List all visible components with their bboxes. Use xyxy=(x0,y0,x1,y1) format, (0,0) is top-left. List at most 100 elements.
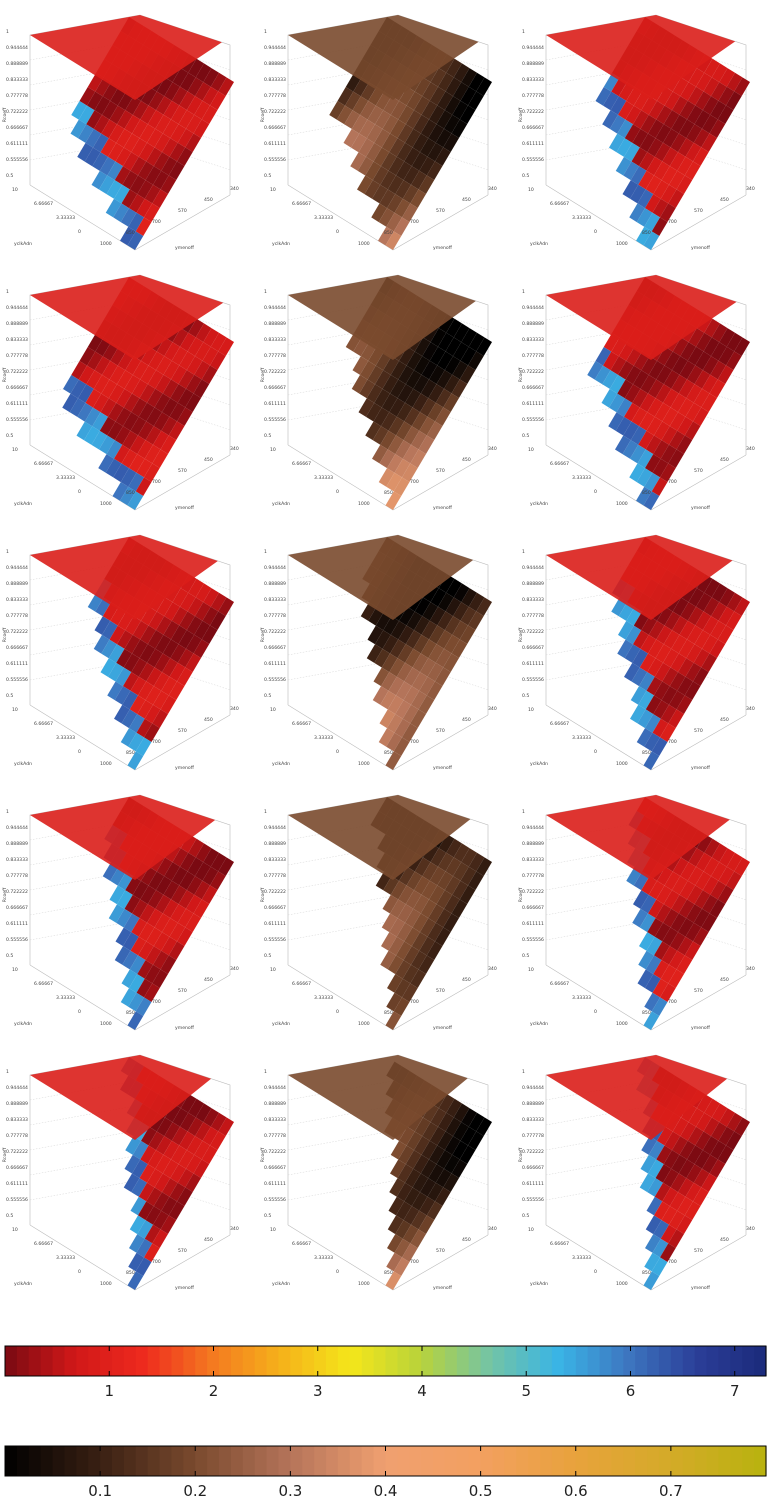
surface-facet xyxy=(710,620,726,640)
y-tick-label: 3.33333 xyxy=(314,475,333,481)
surface-facet xyxy=(615,156,632,176)
surface-facet xyxy=(414,77,431,97)
surface-facet xyxy=(414,1136,430,1155)
surface-facet xyxy=(141,346,157,366)
y-tick-label: 6.66667 xyxy=(34,201,53,207)
surface-facet xyxy=(734,1117,750,1136)
surface-facet xyxy=(406,871,423,891)
y-tick-label: 3.33333 xyxy=(314,995,333,1001)
surface-facet xyxy=(679,100,696,120)
surface-facet xyxy=(78,365,95,385)
surface-facet xyxy=(394,458,411,478)
surface-facet xyxy=(639,133,656,153)
surface-facet xyxy=(663,388,679,408)
colorbar-swatch xyxy=(64,1446,77,1476)
surface-facet xyxy=(687,86,704,106)
colorbar-swatch xyxy=(290,1446,303,1476)
surface-facet xyxy=(84,407,101,427)
z-tick-label: 0.888889 xyxy=(6,321,28,327)
z-tick-label: 0.611111 xyxy=(264,401,286,407)
surface-facet xyxy=(144,723,160,742)
surface-facet xyxy=(129,454,145,473)
z-tick-label: 0.722222 xyxy=(522,1149,544,1155)
surface-facet xyxy=(114,166,131,185)
surface-facet xyxy=(430,1108,447,1127)
surface xyxy=(288,535,492,770)
surface-facet xyxy=(359,119,375,139)
surface-facet xyxy=(178,630,195,649)
colorbar-swatch xyxy=(575,1446,589,1476)
surface-facet xyxy=(132,360,149,380)
z-tick-label: 0.944444 xyxy=(264,45,286,51)
surface-facet xyxy=(418,175,435,194)
surface-facet xyxy=(453,583,470,603)
surface-facet xyxy=(395,180,411,199)
surface-top xyxy=(288,15,479,100)
colorbar-swatch xyxy=(397,1346,410,1376)
surface-facet xyxy=(656,885,672,905)
surface-facet xyxy=(171,866,188,886)
y-tick-label: 10 xyxy=(12,187,18,193)
surface-facet xyxy=(678,899,695,919)
surface-facet xyxy=(123,1173,140,1193)
surface-facet xyxy=(686,124,702,143)
surface-facet xyxy=(453,843,470,863)
surface-facet xyxy=(91,430,108,450)
x-tick-label: 450 xyxy=(720,197,729,203)
surface-facet xyxy=(188,838,204,858)
z-tick-label: 0.5 xyxy=(6,1213,13,1219)
surface-facet xyxy=(411,412,428,431)
surface-facet xyxy=(624,644,641,663)
surface-facet xyxy=(453,82,469,101)
colorbar-swatch xyxy=(88,1446,101,1476)
surface-facet xyxy=(703,77,720,97)
z-tick-label: 0.555556 xyxy=(522,417,544,423)
surface-facet xyxy=(105,458,122,478)
surface-facet xyxy=(647,1178,663,1197)
surface-facet xyxy=(672,857,689,877)
surface-facet xyxy=(177,1168,194,1188)
surface-facet xyxy=(436,110,453,129)
colorbar-swatch xyxy=(230,1446,244,1476)
colorbar-swatch xyxy=(278,1446,291,1476)
surface-facet xyxy=(390,100,407,120)
surface-facet xyxy=(726,852,743,872)
surface-facet xyxy=(85,128,102,148)
surface-facet xyxy=(685,662,702,682)
surface-facet xyxy=(172,848,189,867)
surface-facet xyxy=(419,676,435,696)
y-tick-label: 3.33333 xyxy=(314,215,333,221)
surface-facet xyxy=(125,1136,141,1155)
surface-facet xyxy=(218,857,234,876)
surface-facet xyxy=(403,686,420,705)
surface-facet xyxy=(711,583,728,603)
surface-facet xyxy=(664,1131,681,1151)
colorbar-swatch xyxy=(76,1446,89,1476)
z-tick-label: 0.555556 xyxy=(264,417,286,423)
surface-facet xyxy=(617,379,633,399)
z-tick-label: 0.944444 xyxy=(264,565,286,571)
surface-facet xyxy=(161,1196,177,1216)
surface-facet xyxy=(79,347,96,366)
surface-facet xyxy=(693,1168,710,1188)
z-tick-label: 0.944444 xyxy=(6,45,28,51)
surface-facet xyxy=(395,700,411,719)
surface-facet xyxy=(135,737,152,756)
surface-facet xyxy=(687,1145,703,1165)
surface-facet xyxy=(428,384,444,403)
surface-facet xyxy=(389,918,405,937)
surface-facet xyxy=(132,119,148,139)
surface-facet xyxy=(680,862,696,881)
surface-facet xyxy=(734,77,750,96)
surface-facet xyxy=(381,653,398,673)
z-tick-label: 0.722222 xyxy=(522,369,544,375)
surface-facet xyxy=(381,152,397,171)
surface-facet xyxy=(128,212,144,232)
surface-facet xyxy=(170,1164,186,1183)
surface-facet xyxy=(443,653,459,672)
colorbar-tick-label: 7 xyxy=(730,1382,740,1400)
surface-facet xyxy=(132,620,149,640)
surface-facet xyxy=(676,435,693,454)
surface-facet xyxy=(186,96,203,115)
surface-facet xyxy=(351,133,367,153)
